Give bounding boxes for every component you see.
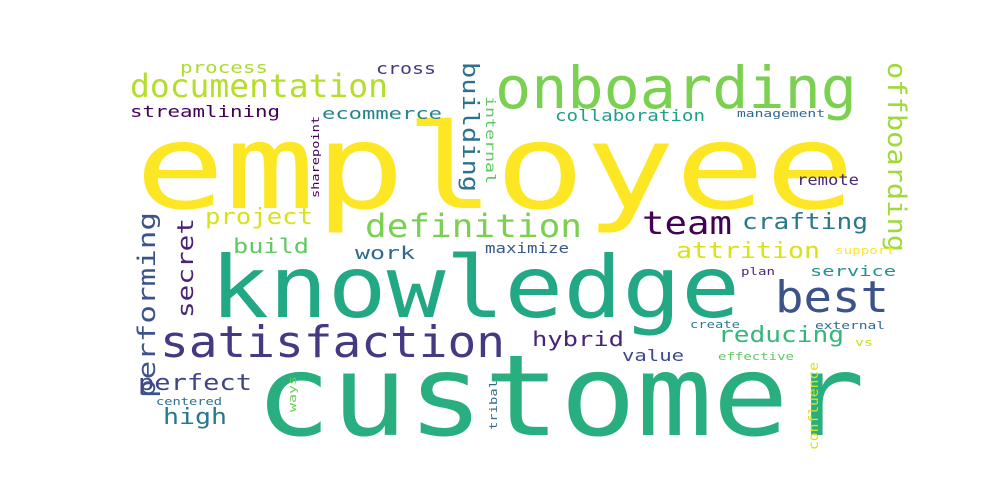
word-definition: definition <box>365 207 582 245</box>
word-reducing: reducing <box>718 323 844 348</box>
word-knowledge: knowledge <box>210 238 740 338</box>
word-external: external <box>815 319 885 332</box>
word-attrition: attrition <box>676 239 820 264</box>
word-high: high <box>163 405 227 430</box>
word-work: work <box>355 243 415 264</box>
word-hybrid: hybrid <box>532 327 624 351</box>
word-tribal: tribal <box>487 380 500 430</box>
word-documentation: documentation <box>130 67 388 105</box>
word-service: service <box>810 264 896 280</box>
word-collaboration: collaboration <box>555 106 705 125</box>
word-team: team <box>642 204 732 242</box>
word-employee: employee <box>135 98 855 236</box>
word-customer: customer <box>255 332 865 462</box>
word-performing: performing <box>133 212 161 398</box>
word-build: build <box>233 234 309 258</box>
word-management: management <box>737 107 825 120</box>
word-onboarding: onboarding <box>495 54 857 122</box>
word-crafting: crafting <box>742 210 868 235</box>
word-effective: effective <box>718 350 794 363</box>
word-satisfaction: satisfaction <box>160 317 505 368</box>
word-ecommerce: ecommerce <box>322 104 442 123</box>
word-maximize: maximize <box>485 241 569 257</box>
word-plan: plan <box>741 265 775 278</box>
word-streamlining: streamlining <box>130 102 280 121</box>
word-process: process <box>180 58 268 77</box>
word-confluence: confluence <box>807 362 822 450</box>
word-perfect: perfect <box>138 371 252 396</box>
word-project: project <box>205 205 313 230</box>
word-ways: ways <box>286 376 299 412</box>
word-support: support <box>835 244 895 257</box>
word-internal: internal <box>482 96 497 184</box>
word-centered: centered <box>156 395 222 408</box>
word-building: building <box>457 62 482 192</box>
word-remote: remote <box>797 171 859 189</box>
word-secret: secret <box>174 218 199 318</box>
word-create: create <box>690 318 740 331</box>
word-sharepoint: sharepoint <box>309 116 322 198</box>
word-cross: cross <box>376 59 436 78</box>
word-offboarding: offboarding <box>881 62 911 252</box>
word-vs: vs <box>855 336 873 349</box>
word-value: value <box>622 346 684 365</box>
word-best: best <box>775 272 889 323</box>
